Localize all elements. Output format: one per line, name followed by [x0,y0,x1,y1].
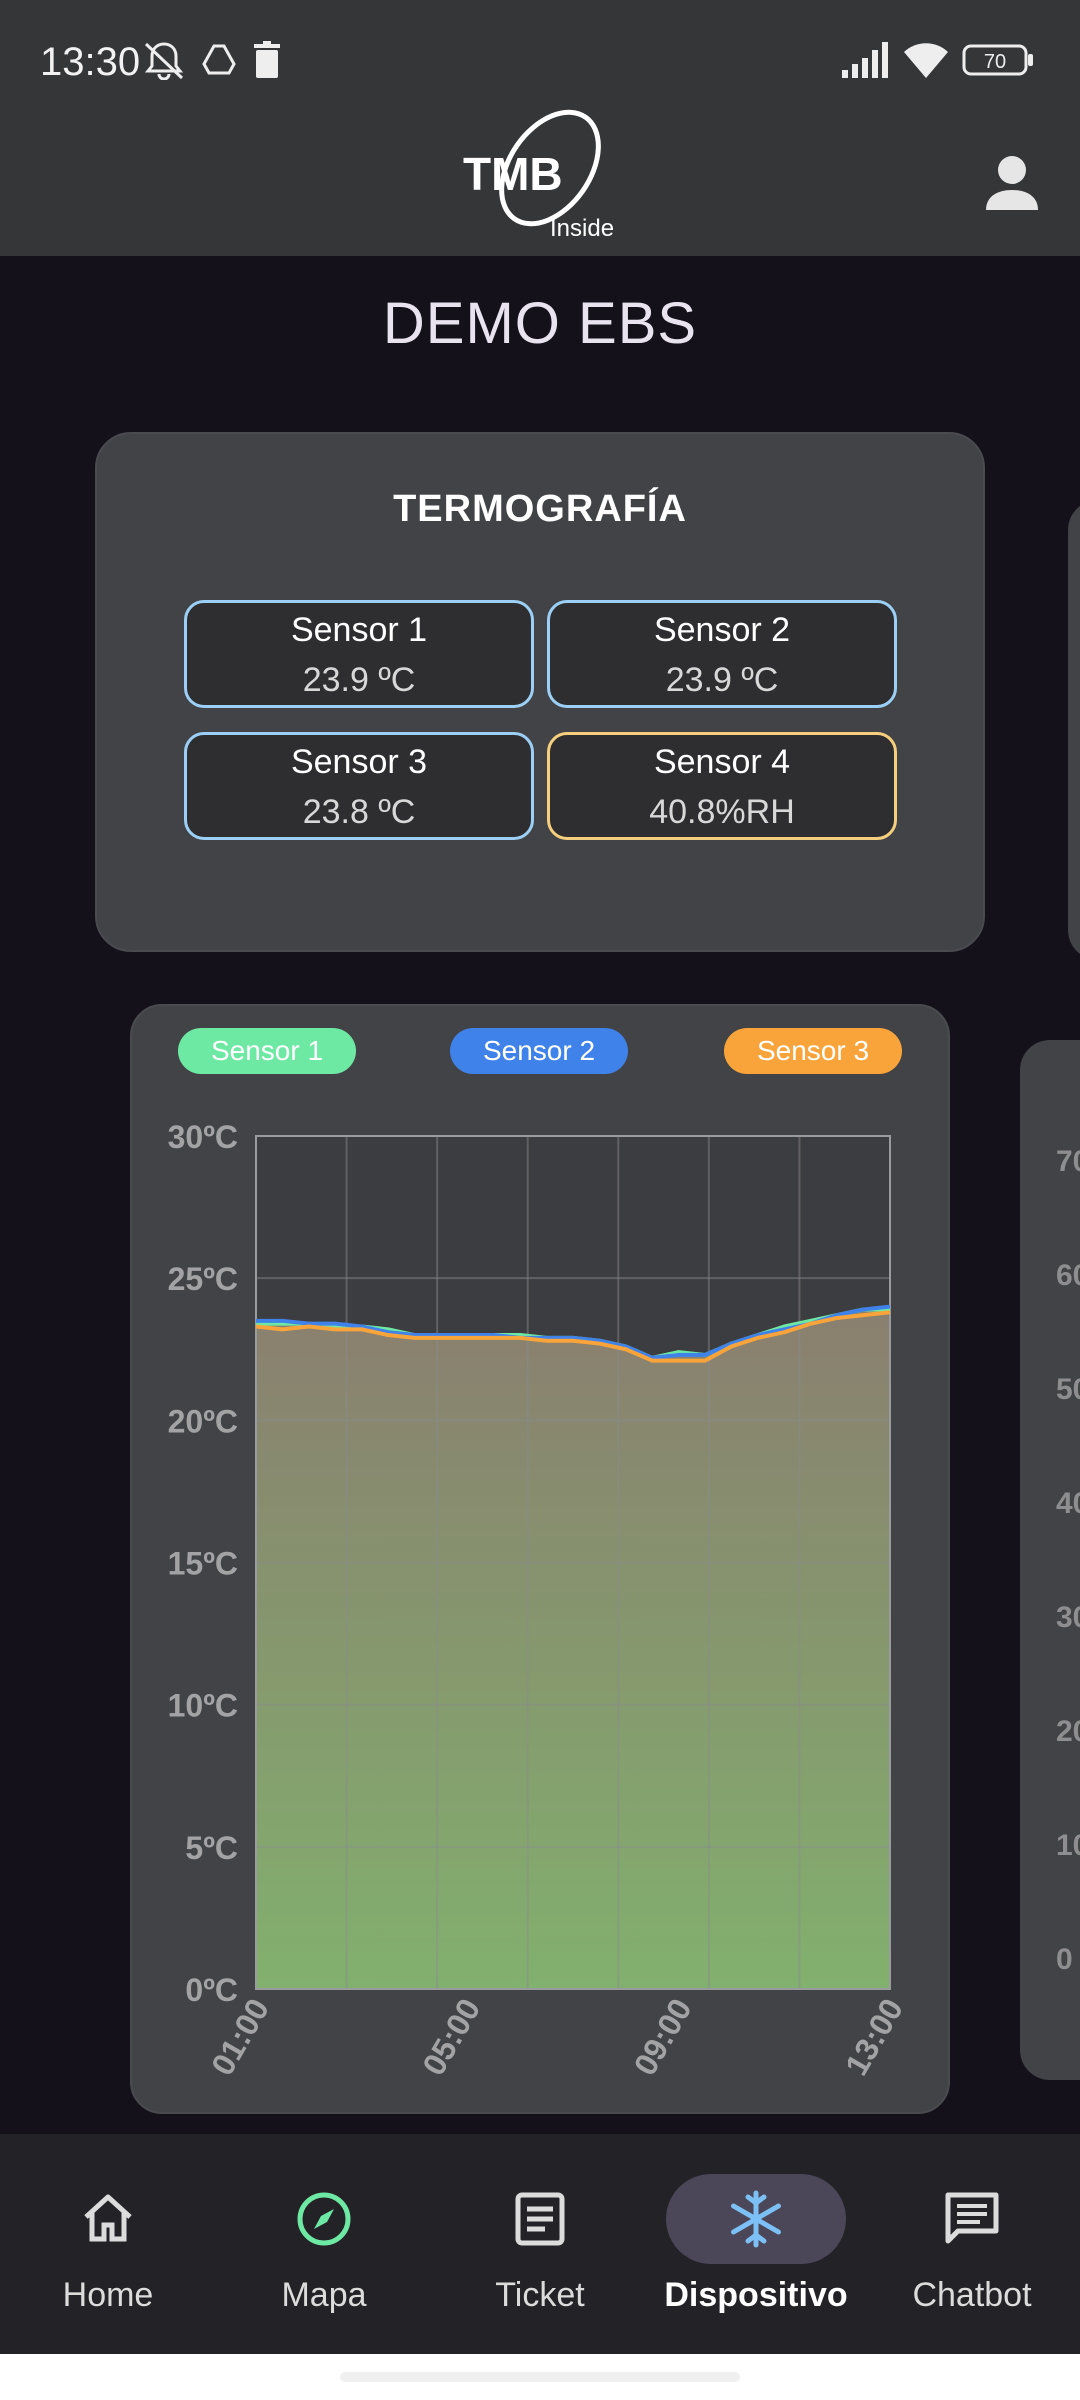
sensor-name: Sensor 3 [290,743,428,781]
bell-off-icon [144,42,184,80]
side-axis-tick: 70 [1056,1145,1080,1178]
side-axis-tick: 60 [1056,1259,1080,1292]
y-tick-label: 25ºC [168,1261,238,1297]
side-axis-tick: 20 [1056,1715,1080,1748]
y-tick-label: 5ºC [185,1830,238,1866]
x-tick-label: 09:00 [627,1993,699,2082]
nav-ticket[interactable]: Ticket [432,2134,648,2354]
side-axis-tick: 40 [1056,1487,1080,1520]
side-axis-tick: 30 [1056,1601,1080,1634]
drive-icon [202,44,236,75]
status-time: 13:30 [40,40,141,84]
y-tick-label: 20ºC [168,1403,238,1439]
sensor-value: 23.9 ºC [302,661,416,699]
nav-icon-wrap [882,2174,1062,2264]
nav-label: Chatbot [912,2276,1032,2314]
chat-icon [945,2192,999,2244]
y-tick-label: 30ºC [168,1119,238,1155]
nav-icon-wrap [666,2174,846,2264]
side-axis-tick: 10 [1056,1829,1080,1862]
status-bar: 13:30 70 [0,0,1080,128]
sensor-value: 23.8 ºC [302,793,416,831]
trash-icon [254,41,280,78]
logo-subtext: Inside [550,215,614,242]
nav-icon-wrap [18,2174,198,2264]
nav-label: Dispositivo [664,2276,848,2314]
compass-icon [297,2192,351,2246]
y-tick-label: 15ºC [168,1546,238,1582]
nav-icon-wrap [234,2174,414,2264]
person-icon[interactable] [980,150,1044,214]
ticket-icon [515,2192,565,2246]
nav-icon-wrap [450,2174,630,2264]
sensor-tile-1[interactable]: Sensor 1 23.9 ºC [184,600,534,708]
sensor-tile-2[interactable]: Sensor 2 23.9 ºC [547,600,897,708]
signal-icon [842,42,888,78]
series-line-sensor-2 [256,1304,891,1360]
side-axis-tick: 50 [1056,1373,1080,1406]
series-line-sensor-3 [255,1310,891,1363]
snowflake-icon [731,2190,781,2248]
x-tick-label: 13:00 [838,1993,910,2082]
nav-chatbot[interactable]: Chatbot [864,2134,1080,2354]
legend-sensor-3[interactable]: Sensor 3 [724,1028,902,1074]
wifi-icon [904,43,948,78]
app-header: 13:30 70 TMB Inside [0,0,1080,256]
termografia-card: TERMOGRAFÍA Sensor 1 23.9 ºC Sensor 2 23… [95,432,985,952]
nav-label: Ticket [495,2276,585,2314]
sensor-name: Sensor 2 [653,611,791,649]
nav-dispositivo[interactable]: Dispositivo [648,2134,864,2354]
home-icon [84,2194,132,2242]
battery-icon: 70 [962,44,1033,76]
sensor-name: Sensor 1 [290,611,428,649]
y-tick-label: 10ºC [168,1688,238,1724]
tmb-logo: TMB Inside [463,109,614,242]
bottom-navigation: Home Mapa Ticket [0,2134,1080,2354]
legend-sensor-2[interactable]: Sensor 2 [450,1028,628,1074]
humidity-chart-peek[interactable] [1020,1040,1080,2080]
logo-text: TMB [463,148,563,200]
next-card-peek[interactable] [1068,500,1080,960]
nav-label: Home [62,2276,154,2314]
temperature-chart-card: Sensor 1 Sensor 2 Sensor 3 0ºC 5ºC 10ºC 15º… [130,1004,950,2114]
plot-border [255,1135,891,1990]
battery-level: 70 [984,51,1006,73]
x-tick-label: 05:00 [415,1993,487,2082]
sensor-value: 23.9 ºC [665,661,779,699]
sensor-value: 40.8%RH [649,793,795,831]
side-axis-tick: 0 [1056,1943,1073,1976]
home-indicator[interactable] [340,2372,740,2382]
nav-label: Mapa [281,2276,367,2314]
y-tick-label: 0ºC [185,1972,238,2008]
sensor-name: Sensor 4 [653,743,791,781]
legend-sensor-1[interactable]: Sensor 1 [178,1028,356,1074]
termografia-title: TERMOGRAFÍA [393,488,687,530]
sensor-tile-3[interactable]: Sensor 3 23.8 ºC [184,732,534,840]
nav-home[interactable]: Home [0,2134,216,2354]
sensor-tile-4[interactable]: Sensor 4 40.8%RH [547,732,897,840]
page-title: DEMO EBS [382,291,698,356]
nav-mapa[interactable]: Mapa [216,2134,432,2354]
area-fill [256,1306,890,1989]
